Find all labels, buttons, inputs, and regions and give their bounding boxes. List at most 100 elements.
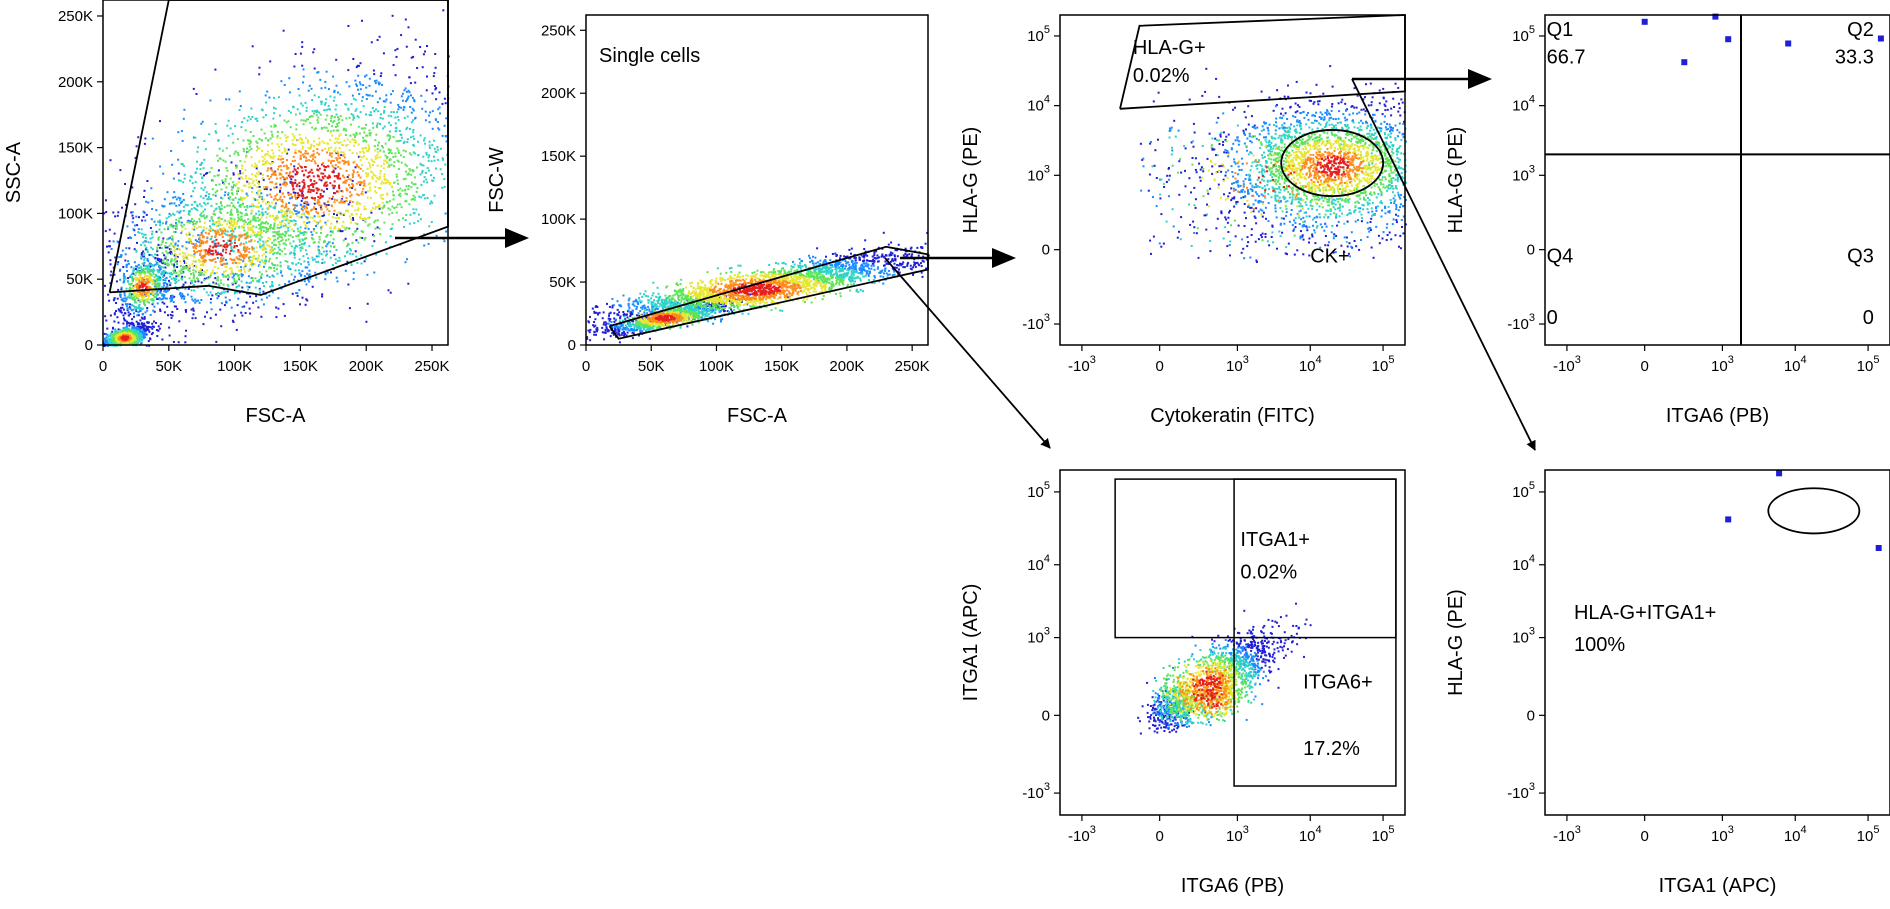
event-dot	[275, 193, 278, 196]
event-dot	[246, 151, 249, 154]
event-dot	[313, 94, 316, 97]
event-dot	[238, 187, 241, 190]
event-dot	[200, 263, 203, 266]
event-dot	[124, 277, 127, 280]
event-dot	[442, 158, 444, 161]
event-dot	[350, 221, 353, 224]
event-dot	[204, 271, 207, 274]
event-dot	[305, 118, 308, 121]
event-dot	[240, 215, 243, 218]
event-dot	[305, 210, 308, 213]
event-dot	[290, 245, 293, 248]
event-dot	[263, 248, 266, 251]
event-dot	[197, 299, 200, 302]
event-dot	[188, 264, 191, 267]
event-dot	[412, 109, 415, 112]
event-dot	[210, 227, 213, 230]
event-dot	[175, 223, 178, 226]
event-dot	[217, 251, 219, 254]
event-dot	[111, 338, 114, 341]
event-dot	[310, 115, 313, 118]
event-dot	[328, 147, 330, 150]
event-dot	[308, 159, 311, 162]
event-dot	[424, 110, 427, 113]
event-dot	[356, 201, 359, 204]
event-dot	[200, 240, 203, 243]
event-dot	[113, 320, 116, 323]
event-dot	[245, 248, 248, 251]
event-dot	[301, 192, 304, 195]
event-dot	[169, 250, 172, 253]
event-dot	[236, 304, 239, 307]
event-dot	[331, 171, 334, 173]
event-dot	[276, 264, 279, 267]
event-dot	[231, 235, 233, 238]
event-dot	[202, 260, 205, 263]
event-dot	[258, 201, 260, 204]
event-dot	[293, 137, 296, 140]
event-dot	[319, 193, 322, 195]
event-dot	[266, 230, 269, 233]
event-dot	[324, 118, 327, 121]
event-dot	[183, 275, 186, 278]
event-dot	[593, 333, 596, 336]
event-dot	[304, 196, 307, 199]
event-dot	[203, 174, 205, 177]
event-dot	[377, 178, 380, 181]
y-tick-label: 50K	[66, 271, 93, 288]
event-dot	[285, 121, 288, 124]
event-dot	[305, 109, 308, 112]
event-dot	[336, 124, 339, 127]
event-dot	[399, 187, 402, 190]
event-dot	[201, 161, 203, 164]
event-dot	[237, 216, 240, 219]
event-dot	[208, 171, 211, 174]
event-dot	[374, 90, 377, 93]
event-dot	[269, 246, 272, 249]
event-dot	[134, 298, 137, 301]
event-dot	[272, 152, 275, 155]
event-dot	[206, 202, 209, 205]
event-dot	[180, 216, 183, 219]
event-dot	[430, 221, 433, 224]
event-dot	[152, 292, 155, 294]
event-dot	[340, 213, 343, 216]
event-dot	[285, 183, 288, 186]
event-dot	[254, 239, 256, 242]
event-dot	[329, 234, 332, 237]
event-dot	[254, 277, 257, 280]
event-dot	[301, 138, 304, 141]
event-dot	[171, 253, 173, 255]
event-dot	[287, 229, 290, 232]
event-dot	[147, 290, 150, 293]
event-dot	[268, 201, 270, 204]
event-dot	[215, 225, 218, 228]
event-dot	[301, 142, 304, 145]
event-dot	[206, 311, 208, 314]
event-dot	[306, 203, 309, 206]
event-dot	[340, 198, 343, 201]
event-dot	[407, 188, 410, 191]
event-dot	[379, 194, 382, 197]
event-dot	[401, 92, 404, 95]
event-dot	[325, 70, 328, 73]
event-dot	[445, 230, 448, 233]
event-dot	[131, 272, 134, 275]
event-dot	[306, 216, 309, 219]
event-dot	[234, 291, 236, 293]
event-dot	[149, 241, 152, 244]
event-dot	[158, 298, 161, 301]
event-dot	[247, 221, 250, 224]
event-dot	[139, 325, 142, 328]
event-dot	[211, 269, 214, 272]
event-dot	[364, 208, 367, 211]
event-dot	[321, 215, 324, 217]
event-dot	[430, 200, 433, 203]
event-dot	[174, 227, 177, 230]
event-dot	[294, 148, 297, 151]
event-dot	[333, 180, 336, 183]
event-dot	[374, 82, 377, 85]
event-dot	[194, 239, 197, 242]
event-dot	[235, 256, 238, 259]
event-dot	[135, 292, 138, 295]
